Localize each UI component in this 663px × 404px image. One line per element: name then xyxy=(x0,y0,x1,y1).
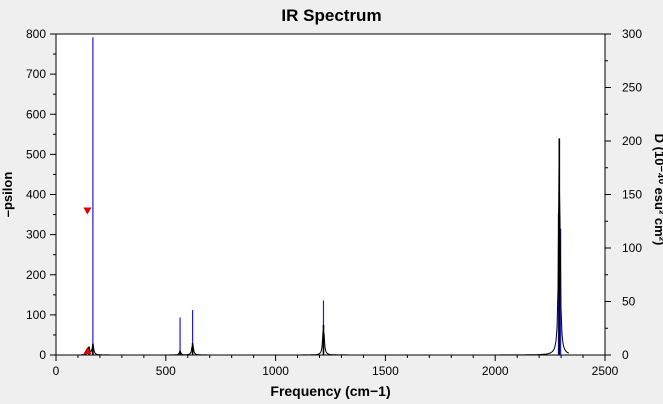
x-tick-label: 1000 xyxy=(262,364,289,378)
x-tick-label: 500 xyxy=(156,364,176,378)
plot-area: 0 500 1000 1500 2000 250001002003004005006007… xyxy=(0,27,663,399)
y-left-tick-label: 800 xyxy=(26,27,46,41)
y-left-tick-label: 400 xyxy=(26,188,46,202)
spectrum-line xyxy=(81,164,570,356)
y-right-tick-label: 100 xyxy=(622,241,642,255)
y-right-tick-label: 250 xyxy=(622,81,642,95)
y-left-tick-label: 0 xyxy=(39,348,46,362)
y-right-axis-title: D (10⁻⁴⁰ esu² cm²) xyxy=(652,134,663,246)
y-left-tick-label: 300 xyxy=(26,228,46,242)
y-left-tick-label: 200 xyxy=(26,268,46,282)
y-left-tick-label: 700 xyxy=(26,67,46,81)
y-right-tick-label: 200 xyxy=(622,134,642,148)
y-right-tick-label: 150 xyxy=(622,188,642,202)
x-tick-label: 0 xyxy=(53,364,60,378)
x-axis-title: Frequency (cm−1) xyxy=(270,383,390,399)
marker-triangle-down xyxy=(83,207,92,215)
x-tick-label: 2000 xyxy=(482,364,509,378)
chart-title: IR Spectrum xyxy=(281,6,382,25)
plot-frame xyxy=(55,33,606,356)
y-right-tick-label: 300 xyxy=(622,27,642,41)
y-left-tick-label: 600 xyxy=(26,107,46,121)
x-tick-label: 2500 xyxy=(592,364,619,378)
y-right-tick-label: 0 xyxy=(622,348,629,362)
x-tick-label: 1500 xyxy=(372,364,399,378)
y-left-tick-label: 500 xyxy=(26,147,46,161)
y-right-tick-label: 50 xyxy=(622,295,636,309)
marker-triangle-up xyxy=(83,347,92,354)
y-left-axis-title: –psilon xyxy=(0,172,15,218)
y-left-tick-label: 100 xyxy=(26,308,46,322)
